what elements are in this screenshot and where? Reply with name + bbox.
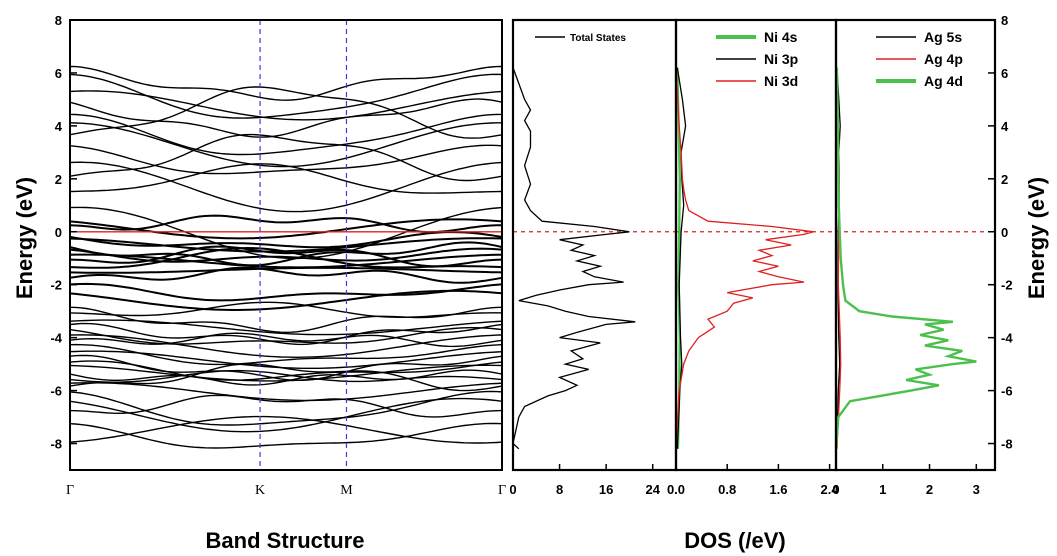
y-tick-label: 4 (1001, 119, 1009, 134)
y-tick-label: 0 (1001, 225, 1008, 240)
band-structure-panel: -8 -6 -4 -2 0 2 4 6 8 Γ K M Γ (50, 13, 506, 498)
y-tick-label: 4 (55, 119, 63, 134)
x-tick-label: 0.0 (667, 482, 685, 497)
dos-series-line (512, 67, 636, 450)
band-line (69, 241, 503, 267)
dos-series-line (834, 67, 977, 449)
band-line (69, 369, 503, 386)
band-line (69, 354, 503, 381)
legend-label: Ni 3p (764, 51, 798, 67)
y-tick-label: 2 (1001, 172, 1008, 187)
band-line (69, 253, 503, 269)
kpoint-label: Γ (66, 483, 74, 498)
kpoint-label: M (340, 483, 353, 498)
y-tick-label: -6 (1001, 384, 1013, 399)
x-tick-label: 8 (556, 482, 563, 497)
ag-pdos-panel: 0 1 2 3 Ag 5s Ag 4p Ag 4d -8 -6 -4 -2 0 2 4 6 8 (832, 13, 1013, 497)
x-tick-label: 3 (973, 482, 980, 497)
kpoint-label: K (255, 483, 265, 498)
band-line (69, 73, 503, 119)
legend-label: Ag 4d (924, 73, 963, 89)
legend-label: Ag 5s (924, 29, 962, 45)
band-line (69, 282, 503, 302)
y-tick-label: -8 (50, 437, 62, 452)
band-line (69, 301, 503, 318)
y-tick-label: -4 (1001, 331, 1013, 346)
band-line (69, 322, 503, 346)
band-line (69, 334, 503, 359)
band-line (69, 422, 503, 449)
band-line (69, 306, 503, 334)
dos-title: DOS (/eV) (684, 528, 785, 553)
x-tick-label: 0.8 (718, 482, 736, 497)
y-tick-label: -6 (50, 384, 62, 399)
band-line (69, 161, 503, 213)
y-axis-label-left: Energy (eV) (12, 177, 37, 299)
band-line (69, 163, 503, 194)
band-line (69, 397, 503, 433)
band-frame (69, 19, 503, 471)
band-line (69, 144, 503, 175)
band-line (69, 390, 503, 426)
band-line (69, 113, 502, 156)
total-dos-panel: 0 8 16 24 Total States (509, 18, 678, 497)
band-line (69, 218, 503, 240)
dos-frame (834, 18, 997, 472)
dos-frame (511, 18, 678, 472)
y-tick-label: 8 (55, 13, 62, 28)
y-tick-label: -2 (1001, 278, 1013, 293)
x-tick-label: 16 (599, 482, 613, 497)
band-line (69, 266, 503, 284)
kpoint-label: Γ (498, 483, 506, 498)
band-line (69, 364, 503, 382)
x-tick-label: 24 (645, 482, 660, 497)
band-line (69, 369, 503, 383)
band-line (69, 206, 503, 260)
y-tick-label: 6 (55, 66, 62, 81)
band-line (69, 237, 503, 253)
band-line (69, 394, 503, 418)
band-line (69, 415, 503, 444)
band-line (69, 360, 503, 381)
dos-series-line (676, 67, 682, 449)
x-tick-label: 0 (832, 482, 839, 497)
band-line (69, 289, 503, 311)
band-line (69, 231, 503, 249)
band-line (69, 247, 503, 263)
x-tick-label: 1.6 (769, 482, 787, 497)
legend-label: Total States (570, 33, 626, 44)
dos-frame (674, 18, 838, 472)
band-line (69, 343, 503, 366)
dos-series-line (675, 67, 814, 449)
x-tick-label: 2 (926, 482, 933, 497)
y-tick-label: -4 (50, 331, 62, 346)
legend-label: Ni 4s (764, 29, 798, 45)
band-line (69, 332, 503, 348)
band-line (69, 86, 503, 139)
band-line (69, 122, 502, 168)
dos-series-line (676, 67, 687, 449)
y-tick-label: 2 (55, 172, 62, 187)
band-line (69, 98, 503, 138)
y-tick-label: 6 (1001, 66, 1008, 81)
legend-label: Ni 3d (764, 73, 798, 89)
band-line (69, 133, 503, 182)
y-tick-label: -8 (1001, 437, 1013, 452)
y-tick-label: 0 (55, 225, 62, 240)
x-tick-label: 1 (879, 482, 886, 497)
x-tick-label: 2.4 (821, 482, 840, 497)
y-axis-label-right: Energy (eV) (1024, 177, 1049, 299)
ni-pdos-panel: 0.0 0.8 1.6 2.4 Ni 4s Ni 3p Ni 3d (667, 18, 840, 497)
legend-label: Ag 4p (924, 51, 963, 67)
y-tick-label: 8 (1001, 13, 1008, 28)
band-line (69, 90, 503, 121)
band-line (69, 65, 503, 101)
band-structure-title: Band Structure (206, 528, 365, 553)
band-line (69, 245, 503, 268)
y-tick-label: -2 (50, 278, 62, 293)
band-line (69, 382, 503, 402)
x-tick-label: 0 (509, 482, 516, 497)
